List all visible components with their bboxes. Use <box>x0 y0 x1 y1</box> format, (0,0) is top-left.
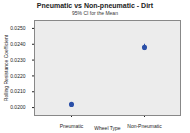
svg-text:Wheel Type: Wheel Type <box>94 125 121 131</box>
svg-text:0.0250: 0.0250 <box>10 25 26 31</box>
svg-text:0.0210: 0.0210 <box>10 88 26 94</box>
svg-text:0.0230: 0.0230 <box>10 57 26 63</box>
svg-text:Non-Pneumatic: Non-Pneumatic <box>127 123 162 129</box>
svg-text:0.0220: 0.0220 <box>10 73 26 79</box>
html-text:95% CI for the Mean: 95% CI for the Mean <box>72 10 118 16</box>
svg-text:0.0200: 0.0200 <box>10 104 26 110</box>
html-text:Pneumatic vs Non-pneumatic - D: Pneumatic vs Non-pneumatic - Dirt <box>36 2 154 9</box>
svg-text:Pneumatic: Pneumatic <box>60 123 84 129</box>
svg-text:0.0240: 0.0240 <box>10 41 26 47</box>
svg-text:Rolling Resistance Coefficient: Rolling Resistance Coefficient <box>3 34 9 101</box>
